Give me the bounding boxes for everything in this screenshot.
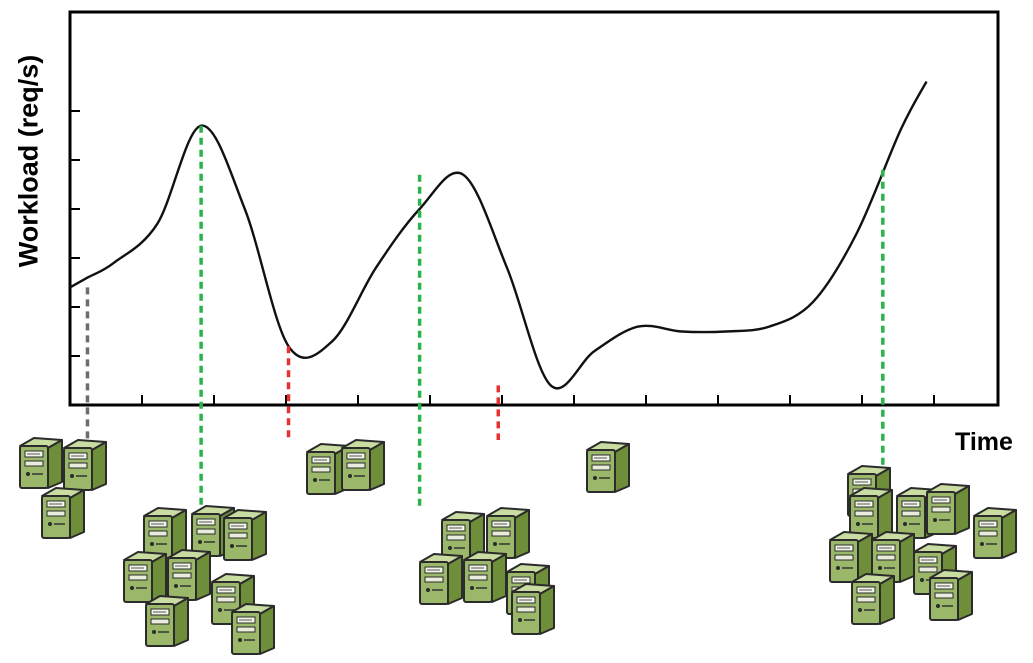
server-icon bbox=[223, 509, 267, 561]
server-icon bbox=[145, 595, 189, 647]
server-icon bbox=[419, 553, 463, 605]
server-icon bbox=[463, 551, 507, 603]
server-icon bbox=[19, 437, 63, 489]
server-icon bbox=[486, 507, 530, 559]
y-axis-label: Workload (req/s) bbox=[13, 54, 44, 268]
server-icon bbox=[929, 569, 973, 621]
server-icon bbox=[167, 549, 211, 601]
server-icon bbox=[41, 487, 85, 539]
server-icon bbox=[231, 603, 275, 655]
server-icon bbox=[63, 439, 107, 491]
server-icon bbox=[586, 441, 630, 493]
server-icon bbox=[851, 573, 895, 625]
server-icon bbox=[973, 507, 1017, 559]
server-icon bbox=[123, 551, 167, 603]
server-icon bbox=[341, 439, 385, 491]
server-icon bbox=[511, 583, 555, 635]
workload-curve bbox=[69, 81, 928, 390]
server-icon bbox=[849, 487, 893, 539]
plot-frame bbox=[68, 10, 1000, 407]
server-icon bbox=[926, 483, 970, 535]
x-axis-label: Time bbox=[955, 428, 1013, 456]
